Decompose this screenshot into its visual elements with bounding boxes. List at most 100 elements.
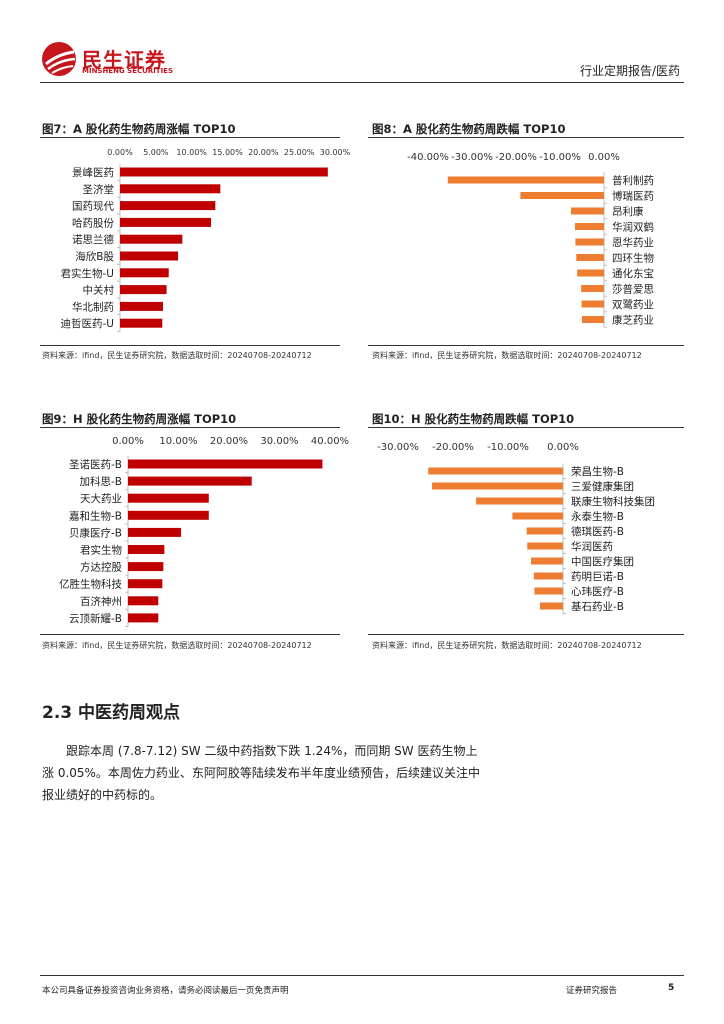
fig9-bar [128, 476, 252, 486]
fig7-category-label: 圣济堂 [83, 183, 115, 196]
fig7-bar [120, 167, 328, 177]
fig10-bar [512, 512, 563, 520]
fig10-category-label: 中国医疗集团 [571, 555, 634, 568]
fig10-bar [527, 542, 563, 550]
figure-7-title: 图7：A 股化药生物药周涨幅 TOP10 [42, 122, 236, 136]
fig7-tick-label: 30.00% [320, 148, 351, 157]
fig8-category-label: 通化东宝 [612, 267, 654, 280]
fig8-tick-label: 0.00% [588, 152, 620, 163]
report-type: 行业定期报告/医药 [579, 64, 680, 78]
fig7-bar [120, 217, 212, 227]
fig10-category-label: 心玮医疗-B [571, 585, 624, 598]
fig9-tick-label: 40.00% [311, 436, 349, 447]
fig9-bar [128, 545, 165, 554]
fig8-category-label: 四环生物 [612, 252, 654, 265]
fig9-bar [128, 493, 209, 503]
fig10-svg: -30.00% -20.00% -10.00% 0.00% 荣昌生物-B 三爱健康集团联康… [377, 442, 655, 614]
fig10-category-label: 德琪医药-B [571, 525, 624, 538]
fig10-category-label: 荣昌生物-B [571, 465, 624, 478]
figure-9-source: 资料来源：ifind，民生证券研究院，数据选取时间：20240708-20240… [42, 641, 312, 650]
fig7-bar [120, 184, 221, 194]
fig9-category-label: 亿胜生物科技 [59, 578, 122, 591]
fig9-category-label: 方达控股 [80, 561, 122, 574]
figure-10-source: 资料来源：ifind，民生证券研究院，数据选取时间：20240708-20240… [372, 641, 642, 650]
fig8-category-label: 普利制药 [612, 174, 654, 187]
fig9-tick-label: 0.00% [112, 436, 144, 447]
fig9-category-label: 君实生物 [80, 544, 122, 557]
figure-10-title: 图10：H 股化药生物药周跌幅 TOP10 [372, 412, 575, 426]
fig10-tick-label: -20.00% [432, 442, 474, 453]
fig8-tick-label: -20.00% [495, 152, 537, 163]
fig8-category-label: 博瑞医药 [612, 190, 654, 203]
fig7-category-label: 君实生物-U [61, 267, 114, 280]
fig7-bar [120, 234, 183, 244]
fig7-category-label: 迪哲医药-U [61, 318, 114, 330]
fig9-category-label: 百济神州 [80, 595, 122, 608]
fig9-category-label: 天大药业 [80, 492, 122, 505]
figure-8-top-rule [368, 137, 684, 138]
fig7-category-label: 中关村 [83, 284, 115, 297]
fig7-category-label: 哈药股份 [72, 216, 114, 229]
fig10-category-label: 联康生物科技集团 [571, 495, 655, 508]
fig8-bar [577, 269, 604, 277]
fig8-category-label: 恩华药业 [612, 236, 654, 249]
figure-9-title: 图9：H 股化药生物药周涨幅 TOP10 [42, 412, 237, 426]
fig7-tick-label: 5.00% [143, 148, 169, 157]
fig10-bar [526, 527, 563, 535]
fig10-tick-label: -30.00% [377, 442, 419, 453]
figure-10-bottom-rule [368, 634, 684, 635]
fig8-bar [576, 254, 604, 261]
fig10-bar [476, 497, 563, 505]
fig10-bar [531, 557, 563, 565]
fig7-bar [120, 301, 163, 311]
figure-10-top-rule [368, 427, 684, 428]
page-number: 5 [668, 983, 675, 993]
fig7-category-label: 华北制药 [72, 300, 114, 313]
logo-text-en: MINSHENG SECURITIES [82, 67, 173, 75]
fig9-tick-label: 20.00% [210, 436, 248, 447]
fig7-svg: 0.00% 5.00% 10.00% 15.00% 20.00% 25.00% 30.00%… [61, 148, 351, 333]
fig7-bar [120, 201, 216, 211]
footer-divider [40, 975, 684, 976]
fig8-bar [574, 223, 604, 230]
fig10-category-label: 华润医药 [571, 540, 613, 553]
fig8-bar [581, 285, 604, 292]
figure-8-chart: -40.00% -30.00% -20.00% -10.00% 0.00% 普利制药 博瑞医… [368, 142, 684, 342]
section-title: 2.3 中医药周观点 [42, 703, 181, 723]
minsheng-logo-icon [42, 42, 76, 76]
fig9-category-label: 贝康医疗-B [69, 526, 122, 539]
figure-8-bottom-rule [368, 345, 684, 346]
fig7-category-label: 诺思兰德 [72, 233, 114, 246]
fig7-bar [120, 251, 179, 261]
footer-report-label: 证券研究报告 [566, 986, 618, 996]
fig9-bar [128, 579, 163, 589]
figure-9-chart: 0.00% 10.00% 20.00% 30.00% 40.00% 圣诺医药-B 加科思-B… [40, 430, 349, 630]
fig8-category-label: 华润双鹤 [612, 221, 654, 234]
fig8-bar [575, 238, 604, 246]
fig7-tick-label: 25.00% [284, 148, 315, 157]
fig10-tick-label: 0.00% [547, 442, 579, 453]
fig9-category-label: 嘉和生物-B [69, 509, 122, 522]
fig7-tick-label: 0.00% [107, 148, 133, 157]
fig8-bar [447, 176, 604, 184]
fig10-bar [432, 482, 563, 490]
fig7-category-label: 景峰医药 [72, 167, 114, 179]
fig8-svg: -40.00% -30.00% -20.00% -10.00% 0.00% 普利制药博瑞医… [407, 152, 654, 328]
fig9-bar [128, 596, 159, 606]
fig7-category-label: 国药现代 [72, 201, 114, 213]
fig8-bar [582, 316, 604, 323]
fig8-bar [520, 192, 604, 199]
footer-disclaimer: 本公司具备证券投资咨询业务资格，请务必阅读最后一页免责声明 [42, 986, 289, 996]
fig7-category-label: 海欣B股 [75, 250, 114, 263]
figure-10-chart: -30.00% -20.00% -10.00% 0.00% 荣昌生物-B 三爱健康集团 联康… [368, 430, 684, 630]
header-divider [40, 82, 684, 83]
fig8-bar [581, 300, 604, 308]
fig9-bar [128, 510, 209, 520]
figure-7-top-rule [40, 137, 340, 138]
fig9-bar [128, 527, 182, 537]
fig9-bar [128, 562, 164, 572]
fig10-tick-label: -10.00% [487, 442, 529, 453]
fig9-category-label: 加科思-B [80, 475, 123, 488]
figure-7-source: 资料来源：ifind，民生证券研究院，数据选取时间：20240708-20240… [42, 351, 312, 360]
fig8-category-label: 莎普爱思 [612, 283, 654, 296]
